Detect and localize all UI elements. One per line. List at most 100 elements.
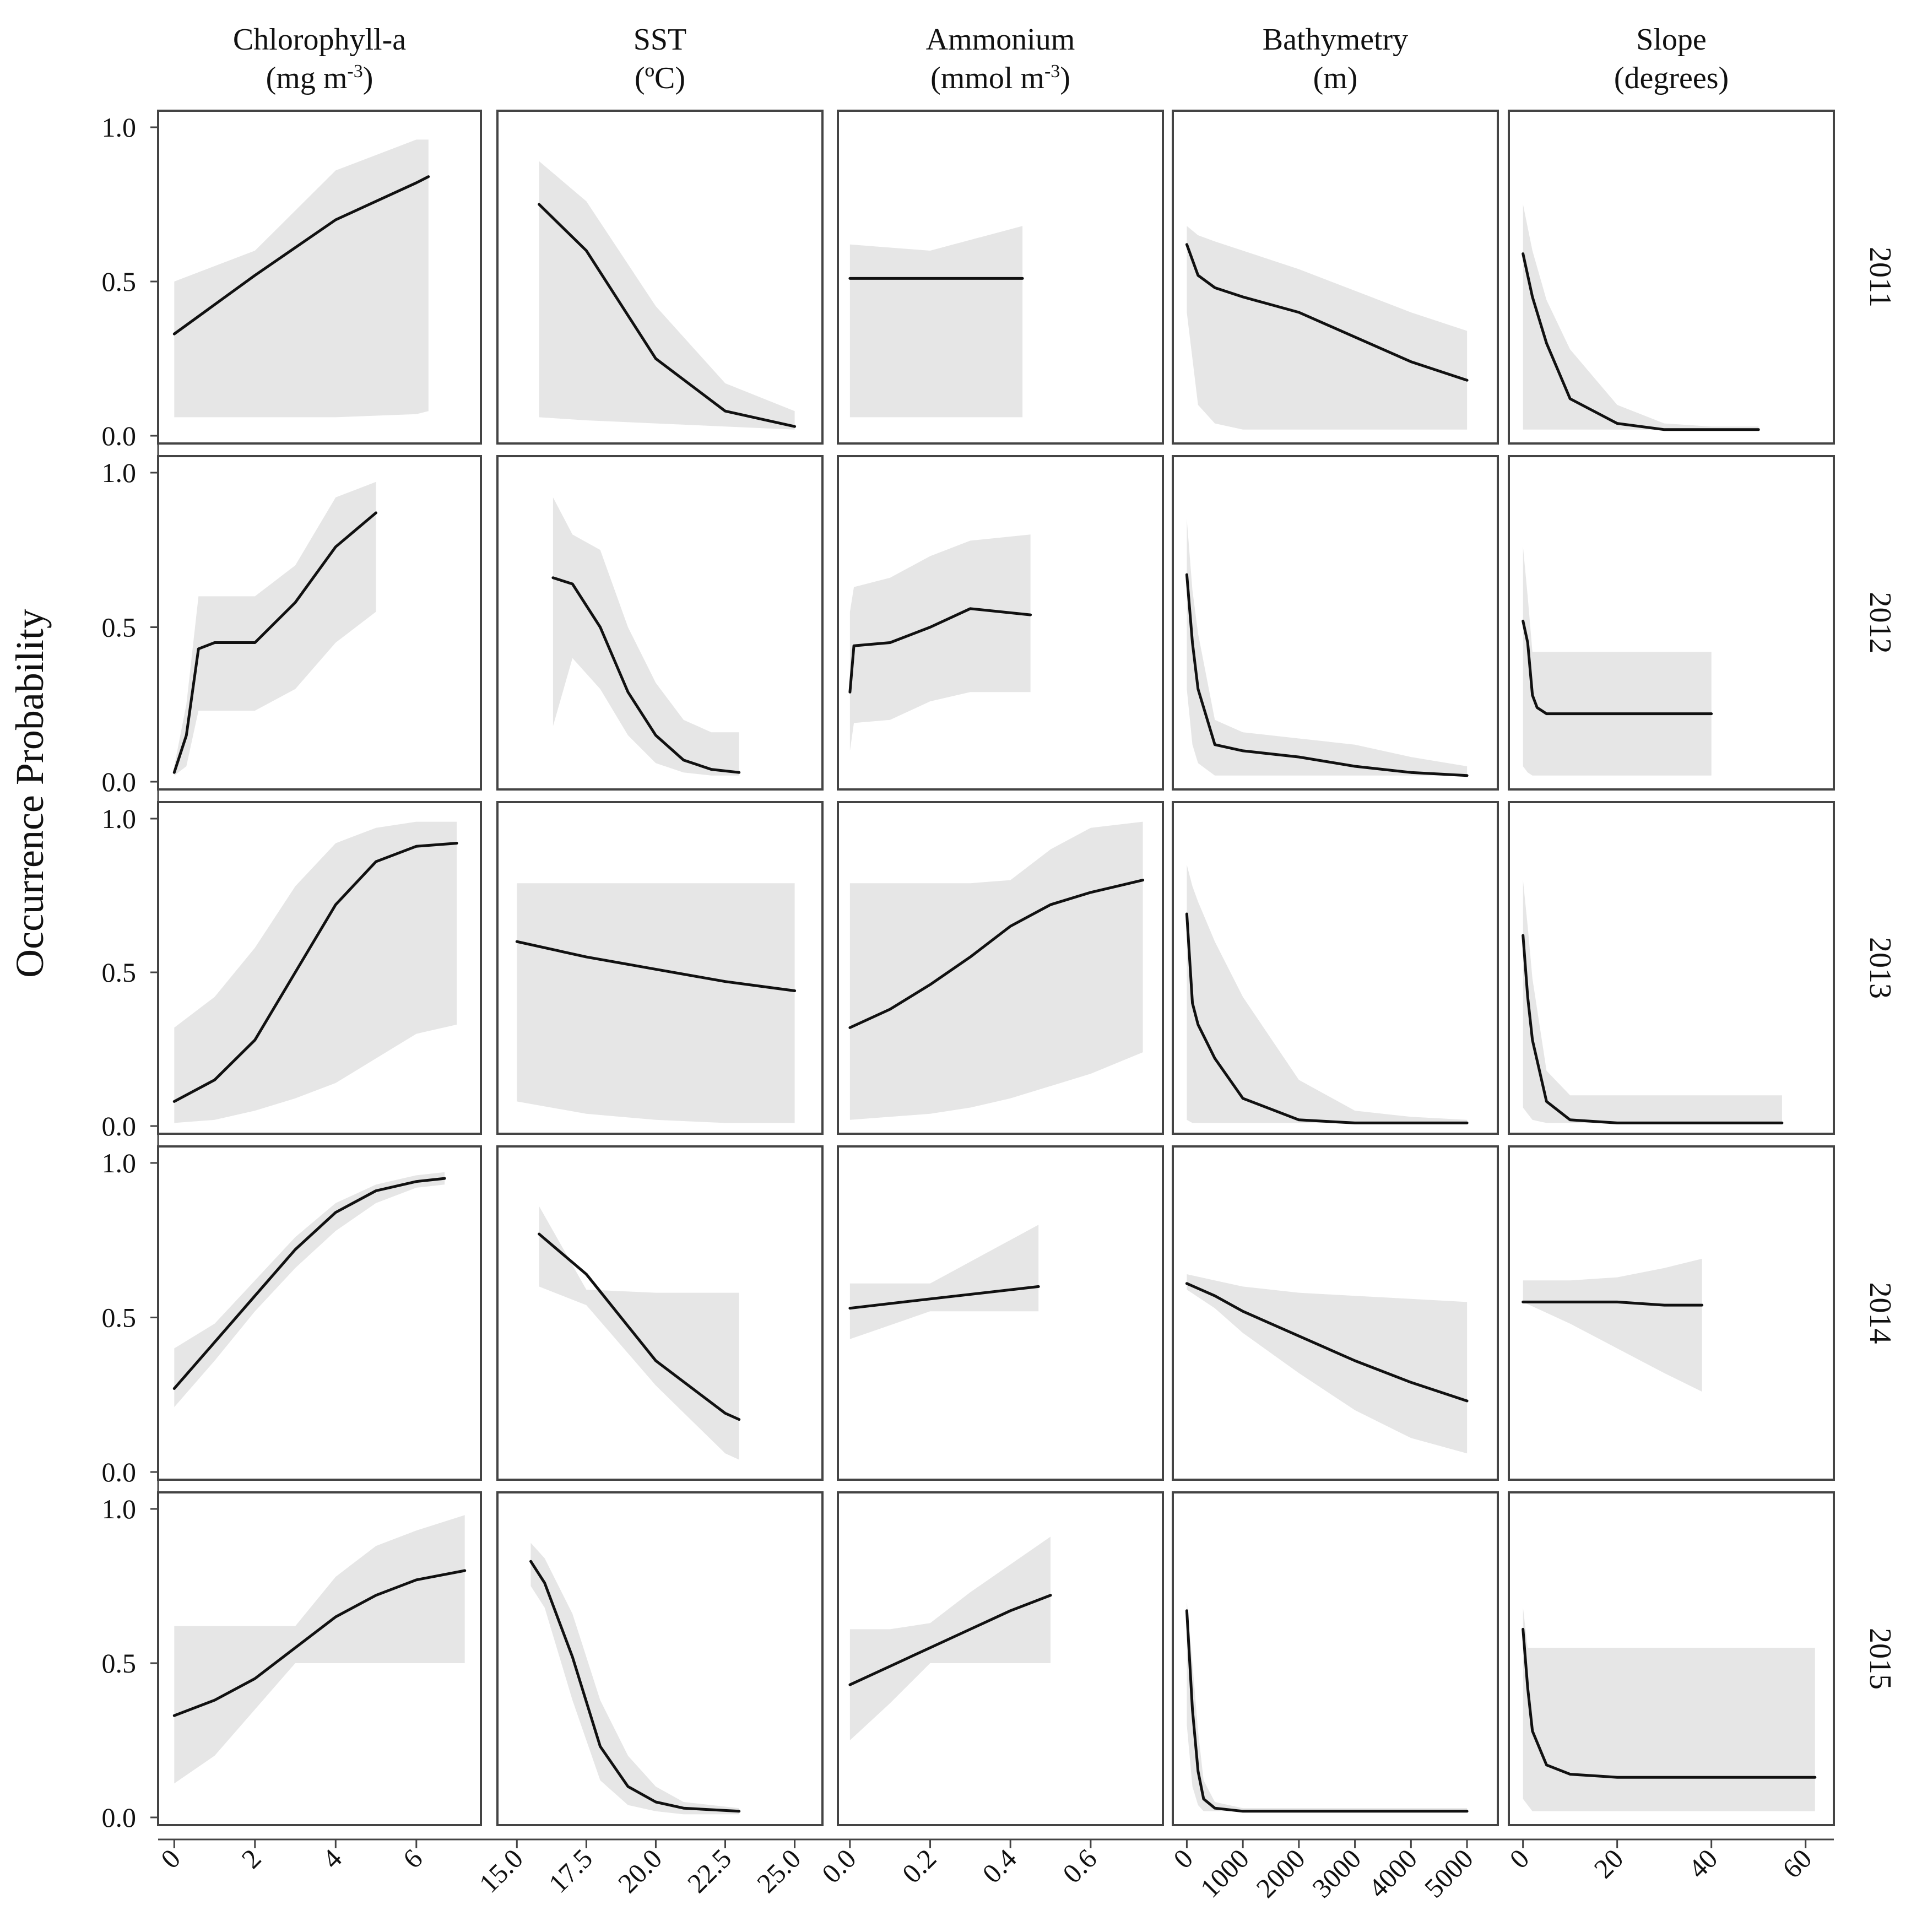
column-title-2: SST — [634, 23, 687, 57]
response-curve — [848, 1285, 1040, 1310]
column-unit-5: (degrees) — [1614, 61, 1729, 95]
panel-frame — [1172, 455, 1499, 791]
column-title-4: Bathymetry — [1263, 23, 1408, 57]
panel-frame — [496, 1491, 824, 1826]
x-tick-label: 0.0 — [816, 1843, 862, 1889]
panel-2011-ammonium — [837, 110, 1164, 445]
panel-frame — [1172, 110, 1499, 445]
column-unit-1: (mg m-3) — [266, 61, 373, 95]
response-curve — [848, 1594, 1052, 1686]
confidence-band — [530, 1543, 739, 1815]
x-tick-label: 15.0 — [473, 1843, 529, 1898]
x-tick-label: 0.4 — [976, 1843, 1022, 1889]
response-curve — [1185, 1282, 1469, 1403]
panel-frame — [496, 455, 824, 791]
response-curve — [1185, 573, 1469, 777]
confidence-band — [1187, 226, 1468, 430]
response-curve — [515, 940, 797, 992]
panel-frame — [1508, 110, 1835, 445]
x-tick-label: 40 — [1682, 1843, 1724, 1884]
panel-2013-bathymetry — [1172, 801, 1499, 1135]
panel-frame — [496, 801, 824, 1135]
y-axis-title: Occurrence Probability — [8, 609, 52, 978]
panel-frame — [1508, 801, 1835, 1135]
confidence-band — [1523, 204, 1759, 430]
x-tick-label: 0.2 — [896, 1843, 943, 1889]
panel-frame — [1172, 801, 1499, 1135]
panel-2012-ammonium — [837, 455, 1164, 791]
y-tick-label: 0.0 — [102, 1457, 137, 1487]
column-unit-4: (m) — [1313, 61, 1358, 95]
panel-2011-bathymetry — [1172, 110, 1499, 445]
panel-frame — [837, 110, 1164, 445]
response-curve — [1185, 912, 1469, 1124]
row-labels: 2011 2012 2013 2014 2015 — [1863, 247, 1897, 1690]
response-curve — [1522, 1300, 1704, 1307]
row-label-2011: 2011 — [1863, 247, 1897, 307]
row-label-2014: 2014 — [1863, 1282, 1897, 1344]
confidence-band — [849, 821, 1143, 1120]
x-tick-label: 22.5 — [681, 1843, 737, 1898]
response-curve — [848, 607, 1032, 694]
confidence-band — [174, 139, 429, 418]
x-tick-label: 5000 — [1419, 1843, 1479, 1903]
x-tick-label: 1000 — [1194, 1843, 1255, 1903]
panel-frame — [157, 1145, 482, 1481]
panel-2014-chlorophyll-a — [157, 1145, 482, 1481]
panel-frame — [837, 455, 1164, 791]
confidence-band — [849, 1225, 1039, 1339]
y-tick-label: 0.5 — [102, 957, 137, 988]
y-tick-label: 1.0 — [102, 803, 137, 834]
panel-2011-sst — [496, 110, 824, 445]
x-axis: 0 2 4 6 15.0 17.5 20.0 22.5 25.0 0.0 0.2 0.4 0.6 0100… — [155, 1838, 1834, 1903]
row-label-2015: 2015 — [1863, 1628, 1897, 1690]
x-tick-label: 4 — [316, 1843, 348, 1874]
confidence-band — [539, 1206, 739, 1460]
confidence-band — [174, 1515, 465, 1784]
x-tick-label: 4000 — [1362, 1843, 1423, 1903]
panel-2015-slope — [1508, 1491, 1835, 1826]
x-tick-label: 0 — [1167, 1843, 1199, 1874]
confidence-band — [539, 161, 795, 430]
response-curve — [551, 576, 741, 774]
x-tick-label: 0 — [155, 1843, 186, 1874]
response-curve — [1185, 243, 1469, 382]
confidence-band — [1187, 864, 1468, 1123]
x-tick-label: 20 — [1588, 1843, 1629, 1884]
y-tick-label: 0.5 — [102, 266, 137, 297]
panel-2015-ammonium — [837, 1491, 1164, 1826]
column-unit-3: (mmol m-3) — [930, 61, 1070, 95]
panel-2012-sst — [496, 455, 824, 791]
y-tick-label: 1.0 — [102, 112, 137, 143]
panel-2013-slope — [1508, 801, 1835, 1135]
response-curve — [538, 1232, 741, 1421]
y-tick-label: 0.5 — [102, 1648, 137, 1679]
response-curve — [1185, 1609, 1469, 1813]
column-unit-2: (ºC) — [635, 61, 685, 95]
panel-2013-chlorophyll-a — [157, 801, 482, 1135]
column-titles: Chlorophyll-a (mg m-3) SST (ºC) Ammonium (mmo… — [233, 23, 1729, 95]
column-title-1: Chlorophyll-a — [233, 23, 406, 57]
confidence-band — [1523, 546, 1712, 776]
response-curve — [172, 511, 377, 774]
panel-2014-sst — [496, 1145, 824, 1481]
y-tick-label: 0.0 — [102, 766, 137, 797]
confidence-band — [1523, 1608, 1815, 1811]
x-tick-label: 2 — [235, 1843, 267, 1874]
x-tick-label: 0 — [1503, 1843, 1535, 1874]
x-tick-label: 17.5 — [543, 1843, 598, 1898]
panel-frame — [1508, 1145, 1835, 1481]
confidence-band — [174, 821, 457, 1123]
response-curve — [172, 1177, 446, 1390]
panel-frame — [496, 110, 824, 445]
confidence-band — [1523, 880, 1782, 1123]
panel-grid — [157, 110, 1835, 1826]
panel-2012-slope — [1508, 455, 1835, 791]
panel-frame — [1172, 1491, 1499, 1826]
confidence-band — [174, 481, 376, 776]
confidence-band — [174, 1172, 445, 1408]
response-curve — [172, 842, 458, 1103]
panel-frame — [837, 801, 1164, 1135]
response-curve — [172, 175, 430, 335]
confidence-band — [1523, 1258, 1702, 1392]
